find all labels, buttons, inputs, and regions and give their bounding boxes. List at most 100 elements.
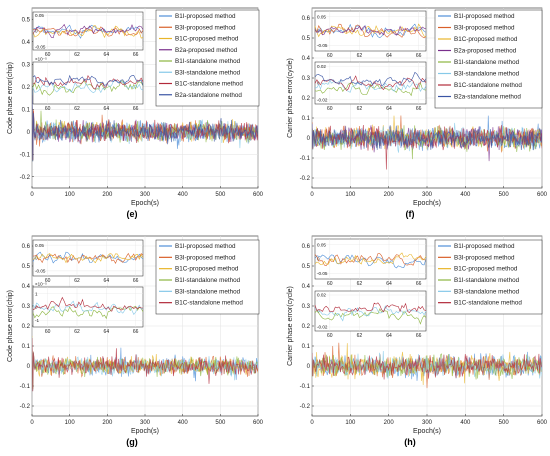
inset-y-tick-label: -0.05 xyxy=(317,271,328,276)
legend-entry-label: B1I-standalone method xyxy=(454,277,520,284)
inset-x-tick-label: 66 xyxy=(133,106,139,112)
inset-series-line xyxy=(32,253,144,264)
y-tick-label: 0.2 xyxy=(302,96,311,102)
legend-entry-label: B1C-proposed method xyxy=(454,266,518,273)
x-tick-label: 400 xyxy=(178,420,189,426)
legend-entry-label: B1C-proposed method xyxy=(175,36,239,43)
legend-entry-label: B3I-standalone method xyxy=(175,69,241,76)
legend-entry-label: B1I-standalone method xyxy=(175,277,241,284)
legend-entry-label: B1C-standalone method xyxy=(454,300,522,307)
series-line xyxy=(32,88,258,162)
x-tick-label: 0 xyxy=(30,420,34,426)
inset-x-tick-label: 62 xyxy=(357,281,363,287)
y-tick-label: -0.2 xyxy=(20,175,31,181)
inset-series-line xyxy=(314,252,427,265)
x-tick-label: 600 xyxy=(253,420,264,426)
y-tick-label: 0.3 xyxy=(302,304,311,310)
series-line xyxy=(312,115,542,152)
inset-x-tick-label: 64 xyxy=(386,281,392,287)
inset-y-tick-label: 0.05 xyxy=(317,14,326,19)
inset-x-tick-label: 60 xyxy=(327,333,333,339)
inset-y-tick-label: -0.05 xyxy=(35,45,46,50)
y-tick-label: 0 xyxy=(27,130,31,136)
legend-entry-label: B1C-proposed method xyxy=(175,266,239,273)
inset-x-tick-label: 62 xyxy=(74,329,80,335)
inset-series-line xyxy=(32,296,144,312)
legend-entry-label: B1C-standalone method xyxy=(454,82,522,89)
legend-entry-label: B1C-standalone method xyxy=(175,300,243,307)
y-axis-label: Carrier phase error(cycle) xyxy=(287,58,294,138)
y-tick-label: 0.1 xyxy=(22,107,31,113)
inset-x-tick-label: 62 xyxy=(74,52,80,58)
inset-x-tick-label: 62 xyxy=(357,53,363,59)
inset-series-line xyxy=(32,80,144,96)
x-tick-label: 0 xyxy=(30,192,34,198)
inset-series-line xyxy=(32,300,144,315)
inset-x-tick-label: 62 xyxy=(357,106,363,112)
legend-entry-label: B1I-standalone method xyxy=(454,59,520,66)
y-tick-label: 0.6 xyxy=(302,16,311,22)
chart-panel: 0 100 200 300 400 500 600-0.2-0.100.10.20.30.4… xyxy=(7,7,264,219)
y-tick-label: -0.1 xyxy=(20,384,31,390)
legend xyxy=(155,9,260,107)
inset-x-tick-label: 66 xyxy=(133,52,139,58)
inset-x-tick-label: 62 xyxy=(74,278,80,284)
inset-series-line xyxy=(314,23,427,38)
y-tick-label: -0.2 xyxy=(300,404,311,410)
y-tick-label: 0.4 xyxy=(302,284,311,290)
y-tick-label: 0.5 xyxy=(22,17,31,23)
inset-x-tick-label: 60 xyxy=(45,52,51,58)
series-line xyxy=(32,337,258,392)
legend-entry-label: B3I-standalone method xyxy=(175,288,241,295)
y-tick-label: -0.2 xyxy=(20,404,31,410)
y-tick-label: -0.1 xyxy=(300,384,311,390)
inset-exponent-label: ×10⁻⁵ xyxy=(35,282,47,287)
y-tick-label: 0.2 xyxy=(22,85,31,91)
legend-entry-label: B3I-proposed method xyxy=(454,25,515,32)
inset-y-tick-label: 0 xyxy=(35,305,38,310)
inset-y-tick-label: -0.02 xyxy=(317,98,328,103)
x-tick-label: 300 xyxy=(140,420,151,426)
x-axis-label: Epoch(s) xyxy=(131,200,159,207)
x-tick-label: 200 xyxy=(384,420,395,426)
legend xyxy=(434,239,543,315)
inset-exponent-label: ×10⁻⁵ xyxy=(35,57,47,62)
inset-x-tick-label: 60 xyxy=(327,53,333,59)
inset-x-tick-label: 64 xyxy=(104,106,110,112)
x-tick-label: 300 xyxy=(422,420,433,426)
inset-y-tick-label: -1 xyxy=(35,318,40,323)
x-tick-label: 600 xyxy=(537,192,548,198)
inset-series-line xyxy=(32,26,144,37)
inset-series-line xyxy=(314,308,427,325)
series-line xyxy=(312,350,542,379)
inset-series-line xyxy=(314,23,427,39)
legend-entry-label: B1I-proposed method xyxy=(175,13,236,20)
inset-y-tick-label: -0.05 xyxy=(317,43,328,48)
series-line xyxy=(312,352,542,380)
inset-plot: 60 62 64 66 0.05 0 -0.05 xyxy=(314,238,427,287)
inset-series-line xyxy=(314,23,427,39)
inset-x-tick-label: 60 xyxy=(45,106,51,112)
inset-x-tick-label: 66 xyxy=(133,278,139,284)
inset-y-tick-label: 0 xyxy=(317,257,320,262)
inset-series-line xyxy=(32,305,144,320)
inset-x-tick-label: 64 xyxy=(104,52,110,58)
inset-x-tick-label: 62 xyxy=(357,333,363,339)
x-tick-label: 400 xyxy=(178,192,189,198)
inset-x-tick-label: 62 xyxy=(74,106,80,112)
legend-entry-label: B2a-proposed method xyxy=(175,47,238,54)
y-tick-label: 0.5 xyxy=(22,264,31,270)
y-tick-label: 0.1 xyxy=(302,344,311,350)
inset-y-tick-label: 0 xyxy=(35,256,38,261)
inset-x-tick-label: 64 xyxy=(386,106,392,112)
inset-x-tick-label: 64 xyxy=(386,53,392,59)
legend-entry-label: B3I-proposed method xyxy=(175,254,236,261)
x-axis-label: Epoch(s) xyxy=(131,428,159,435)
inset-x-tick-label: 60 xyxy=(45,329,51,335)
inset-x-tick-label: 60 xyxy=(45,278,51,284)
inset-series-line xyxy=(314,80,427,93)
inset-series-line xyxy=(32,23,144,39)
y-tick-label: 0.2 xyxy=(22,324,31,330)
